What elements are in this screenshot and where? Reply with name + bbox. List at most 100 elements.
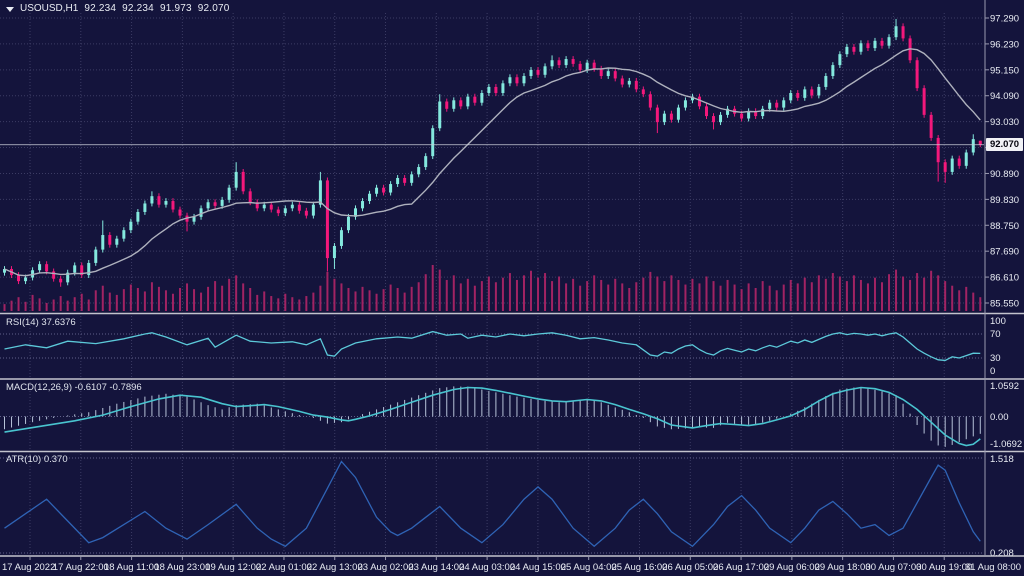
candle-body bbox=[501, 83, 505, 94]
plot-area bbox=[0, 13, 984, 556]
price-axis-label: 85.550 bbox=[990, 298, 1019, 309]
candle-body bbox=[66, 272, 70, 283]
candle-body bbox=[613, 71, 617, 79]
candle-body bbox=[915, 60, 919, 89]
candle-body bbox=[557, 60, 561, 66]
candle-body bbox=[417, 167, 421, 175]
symbol-timeframe: USOUSD,H1 bbox=[20, 3, 79, 14]
time-axis-label: 29 Aug 18:00 bbox=[815, 562, 871, 573]
candle-body bbox=[901, 26, 905, 39]
atr-axis-label: 0.208 bbox=[990, 548, 1014, 559]
candle-body bbox=[438, 101, 442, 129]
candle-body bbox=[487, 86, 491, 94]
candle-body bbox=[241, 171, 245, 192]
time-axis-label: 31 Aug 08:00 bbox=[965, 562, 1021, 573]
candle-body bbox=[810, 89, 814, 96]
candle-body bbox=[234, 171, 238, 188]
candle-body bbox=[859, 43, 863, 52]
candle-body bbox=[459, 100, 463, 107]
vertical-gridlines bbox=[29, 13, 945, 556]
candle-body bbox=[248, 191, 252, 203]
symbol-dropdown-icon[interactable] bbox=[6, 6, 14, 12]
candle-body bbox=[943, 162, 947, 172]
time-axis-label: 23 Aug 14:00 bbox=[408, 562, 464, 573]
candle-body bbox=[824, 76, 828, 87]
candle-body bbox=[620, 78, 624, 85]
ohlc-low: 91.973 bbox=[159, 3, 192, 14]
candle-body bbox=[880, 40, 884, 46]
ohlc-close: 92.070 bbox=[197, 3, 230, 14]
time-axis-label: 22 Aug 13:00 bbox=[307, 562, 363, 573]
candle-body bbox=[585, 62, 589, 70]
candle-body bbox=[445, 101, 449, 109]
candle-body bbox=[178, 209, 182, 216]
bid-price-badge: 92.070 bbox=[986, 138, 1023, 151]
candle-body bbox=[690, 96, 694, 101]
candle-body bbox=[747, 111, 751, 119]
rsi-line bbox=[4, 330, 981, 362]
time-axis-label: 30 Aug 07:00 bbox=[865, 562, 921, 573]
candle-body bbox=[627, 80, 631, 85]
candle-body bbox=[31, 270, 35, 278]
time-axis-label: 22 Aug 01:00 bbox=[256, 562, 312, 573]
rsi-axis-label: 0 bbox=[990, 366, 995, 377]
rsi-indicator-label: RSI(14) 37.6376 bbox=[6, 317, 76, 328]
candle-body bbox=[108, 235, 112, 245]
candle-body bbox=[726, 108, 730, 115]
candle-body bbox=[361, 201, 365, 209]
candle-body bbox=[403, 177, 407, 183]
candle-body bbox=[354, 208, 357, 217]
candle-body bbox=[641, 89, 645, 95]
candle-body bbox=[936, 137, 940, 163]
candle-body bbox=[473, 96, 477, 103]
candle-body bbox=[796, 93, 800, 98]
candle-body bbox=[297, 204, 301, 211]
candle-body bbox=[648, 94, 652, 108]
candle-body bbox=[683, 100, 687, 108]
macd-axis-label: 0.00 bbox=[990, 412, 1009, 423]
price-axis-label: 93.030 bbox=[990, 117, 1019, 128]
time-axis-label: 26 Aug 17:00 bbox=[713, 562, 769, 573]
candle-body bbox=[712, 116, 716, 123]
candle-body bbox=[536, 69, 540, 75]
time-axis-label: 17 Aug 22:00 bbox=[53, 562, 109, 573]
candle-body bbox=[45, 264, 49, 272]
candle-body bbox=[24, 277, 28, 282]
candle-body bbox=[262, 204, 266, 209]
candle-body bbox=[59, 278, 63, 283]
candle-body bbox=[564, 59, 568, 66]
rsi-axis-label: 30 bbox=[990, 353, 1001, 364]
candle-body bbox=[543, 66, 547, 75]
price-axis-label: 94.090 bbox=[990, 91, 1019, 102]
candle-body bbox=[150, 196, 154, 204]
candle-body bbox=[887, 37, 891, 46]
price-axis: 97.29096.23095.15094.09093.03091.95090.8… bbox=[990, 14, 1022, 560]
macd-signal-line bbox=[4, 386, 981, 447]
candle-body bbox=[206, 202, 210, 209]
candle-body bbox=[866, 43, 870, 49]
candle-body bbox=[768, 102, 772, 109]
macd-axis-label: -1.0692 bbox=[990, 439, 1022, 450]
time-axis-label: 25 Aug 16:00 bbox=[611, 562, 667, 573]
candle-body bbox=[971, 139, 975, 153]
candle-body bbox=[803, 89, 807, 98]
candle-body bbox=[389, 184, 393, 193]
candle-body bbox=[676, 107, 680, 120]
price-axis-label: 88.750 bbox=[990, 221, 1019, 232]
candle-body bbox=[332, 245, 336, 259]
price-gridlines bbox=[0, 17, 984, 304]
time-axis-label: 29 Aug 06:00 bbox=[764, 562, 820, 573]
time-axis-label: 24 Aug 03:00 bbox=[459, 562, 515, 573]
candles-layer bbox=[3, 18, 982, 287]
candle-body bbox=[578, 63, 582, 70]
candle-body bbox=[304, 210, 308, 216]
price-axis-label: 97.290 bbox=[990, 14, 1019, 25]
moving-average-line bbox=[4, 48, 981, 277]
candle-body bbox=[845, 46, 849, 55]
rsi-axis-label: 70 bbox=[990, 329, 1001, 340]
candle-body bbox=[775, 102, 779, 108]
candle-body bbox=[838, 54, 842, 66]
candle-body bbox=[136, 211, 140, 222]
candle-body bbox=[950, 158, 954, 172]
